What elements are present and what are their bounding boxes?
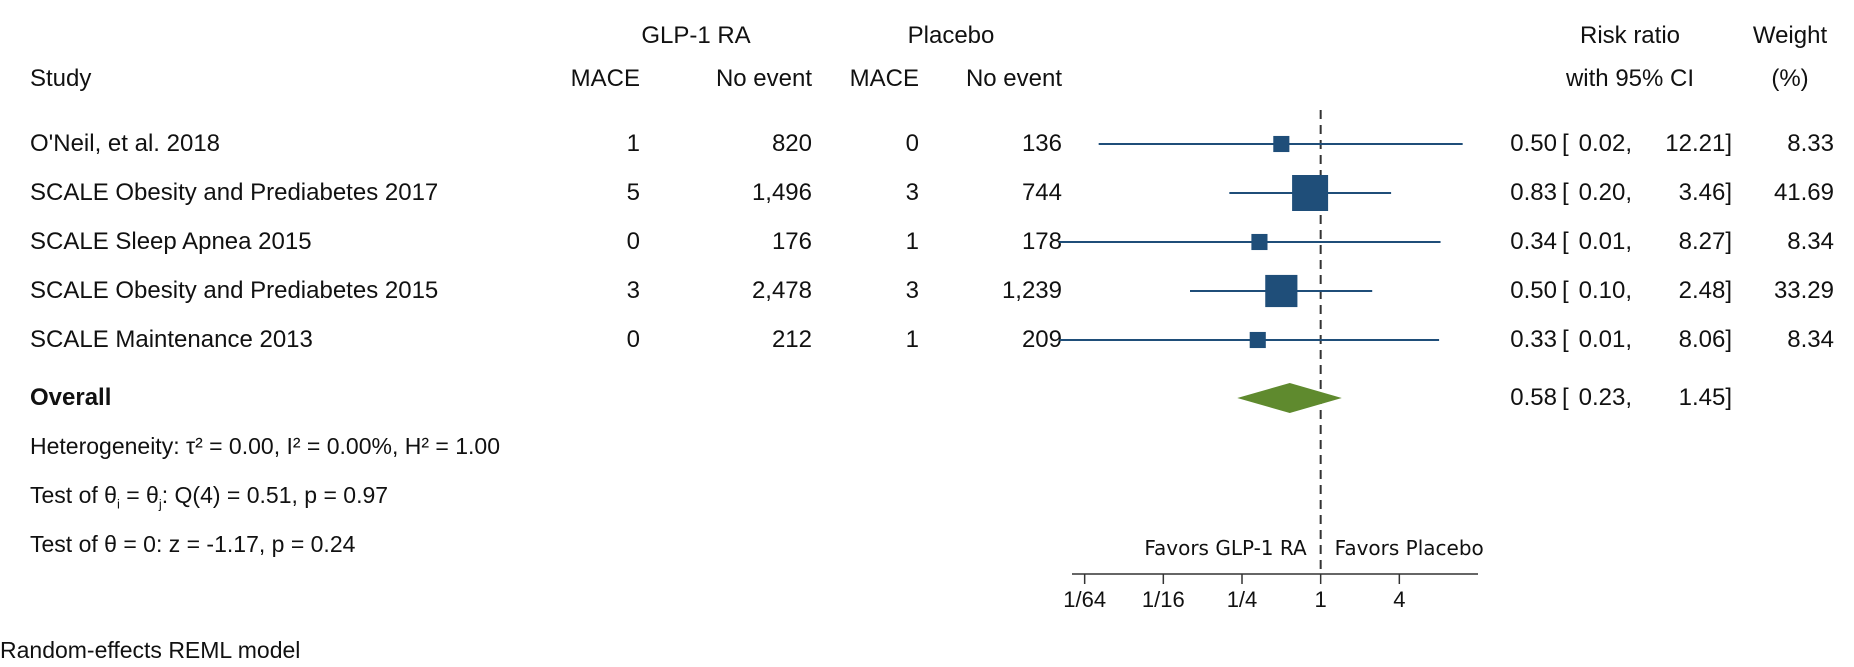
noevent-a-value: 820 <box>771 130 812 157</box>
ci-open-bracket: [ <box>1562 384 1569 411</box>
overall-rr-value: 0.58 <box>1510 384 1557 411</box>
ci-low-value: 0.20, <box>1578 179 1632 206</box>
favors-right-label: Favors Placebo <box>1335 536 1484 560</box>
mace-b-value: 3 <box>905 277 919 304</box>
noevent-b-value: 1,239 <box>1001 277 1062 304</box>
study-marker <box>1249 331 1266 349</box>
ci-high-value: 8.27] <box>1678 228 1732 255</box>
ci-low-value: 0.10, <box>1578 277 1632 304</box>
weight-value: 8.34 <box>1787 228 1834 255</box>
rr-value: 0.33 <box>1510 326 1557 353</box>
overall-ci-high-value: 1.45] <box>1678 384 1732 411</box>
test-z-note: Test of θ = 0: z = -1.17, p = 0.24 <box>30 531 356 557</box>
study-marker <box>1273 135 1290 153</box>
ci-high-value: 8.06] <box>1678 326 1732 353</box>
mace-a-header: MACE <box>570 65 640 92</box>
ci-low-value: 0.01, <box>1578 326 1632 353</box>
mace-a-value: 0 <box>626 228 640 255</box>
ci-low-value: 0.01, <box>1578 228 1632 255</box>
mace-a-value: 3 <box>626 277 640 304</box>
noevent-a-value: 212 <box>771 326 812 353</box>
study-name: O'Neil, et al. 2018 <box>30 130 221 157</box>
noevent-b-header: No event <box>965 65 1062 92</box>
test-q-note: Test of θi = θj: Q(4) = 0.51, p = 0.97 <box>30 482 389 512</box>
ci-open-bracket: [ <box>1562 326 1569 353</box>
noevent-b-value: 209 <box>1021 326 1062 353</box>
mace-a-value: 5 <box>626 179 640 206</box>
noevent-a-value: 1,496 <box>751 179 812 206</box>
noevent-b-value: 136 <box>1021 130 1062 157</box>
study-name: SCALE Maintenance 2013 <box>30 326 313 353</box>
weight-value: 33.29 <box>1773 277 1834 304</box>
study-marker <box>1265 274 1298 308</box>
group-header-placebo: Placebo <box>907 22 995 49</box>
heterogeneity-note: Heterogeneity: τ² = 0.00, I² = 0.00%, H²… <box>30 433 500 459</box>
study-marker <box>1292 175 1329 211</box>
group-header-glp1: GLP-1 RA <box>641 22 751 49</box>
noevent-b-value: 178 <box>1021 228 1062 255</box>
ci-open-bracket: [ <box>1562 277 1569 304</box>
mace-b-header: MACE <box>849 65 919 92</box>
ci-low-value: 0.02, <box>1578 130 1632 157</box>
study-name: SCALE Obesity and Prediabetes 2017 <box>30 179 439 206</box>
risk-ratio-header-line2: with 95% CI <box>1565 65 1695 92</box>
rr-value: 0.50 <box>1510 277 1557 304</box>
ci-open-bracket: [ <box>1562 130 1569 157</box>
rr-value: 0.50 <box>1510 130 1557 157</box>
x-tick-label: 1/64 <box>1063 587 1106 612</box>
noevent-a-value: 176 <box>771 228 812 255</box>
study-name: SCALE Obesity and Prediabetes 2015 <box>30 277 439 304</box>
mace-b-value: 1 <box>905 228 919 255</box>
x-tick-label: 1/4 <box>1227 587 1258 612</box>
noevent-b-value: 744 <box>1021 179 1062 206</box>
model-note: Random-effects REML model <box>0 637 301 663</box>
risk-ratio-header-line1: Risk ratio <box>1579 22 1681 49</box>
weight-header-line2: (%) <box>1771 65 1809 92</box>
mace-b-value: 0 <box>905 130 919 157</box>
x-tick-label: 4 <box>1393 587 1405 612</box>
mace-a-value: 0 <box>626 326 640 353</box>
ci-open-bracket: [ <box>1562 179 1569 206</box>
favors-left-label: Favors GLP-1 RA <box>1144 536 1307 560</box>
ci-high-value: 12.21] <box>1665 130 1732 157</box>
rr-value: 0.34 <box>1510 228 1557 255</box>
study-name: SCALE Sleep Apnea 2015 <box>30 228 312 255</box>
noevent-a-value: 2,478 <box>751 277 812 304</box>
study-column-header: Study <box>30 65 92 92</box>
ci-high-value: 3.46] <box>1678 179 1732 206</box>
overall-ci-low-value: 0.23, <box>1578 384 1632 411</box>
rr-value: 0.83 <box>1510 179 1557 206</box>
weight-header-line1: Weight <box>1752 22 1828 49</box>
overall-diamond <box>1237 383 1342 413</box>
mace-b-value: 3 <box>905 179 919 206</box>
mace-a-value: 1 <box>626 130 640 157</box>
mace-b-value: 1 <box>905 326 919 353</box>
weight-value: 8.34 <box>1787 326 1834 353</box>
ci-open-bracket: [ <box>1562 228 1569 255</box>
weight-value: 8.33 <box>1787 130 1834 157</box>
overall-label: Overall <box>30 384 112 411</box>
study-marker <box>1251 233 1268 251</box>
weight-value: 41.69 <box>1773 179 1834 206</box>
x-tick-label: 1/16 <box>1142 587 1185 612</box>
x-tick-label: 1 <box>1315 587 1327 612</box>
ci-high-value: 2.48] <box>1678 277 1732 304</box>
noevent-a-header: No event <box>715 65 812 92</box>
